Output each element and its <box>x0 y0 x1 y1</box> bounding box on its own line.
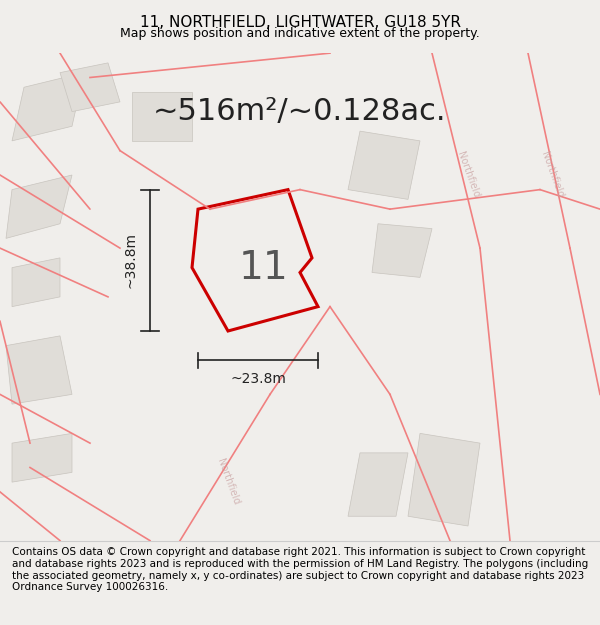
Polygon shape <box>408 433 480 526</box>
Text: Northfield: Northfield <box>455 151 481 199</box>
Polygon shape <box>12 258 60 307</box>
Polygon shape <box>6 336 72 404</box>
Polygon shape <box>372 224 432 278</box>
Polygon shape <box>12 433 72 482</box>
Text: Northfield: Northfield <box>215 458 241 507</box>
Text: Contains OS data © Crown copyright and database right 2021. This information is : Contains OS data © Crown copyright and d… <box>12 548 588 592</box>
Text: ~23.8m: ~23.8m <box>230 372 286 386</box>
Polygon shape <box>6 175 72 238</box>
Polygon shape <box>348 453 408 516</box>
Text: Northfield: Northfield <box>539 151 565 199</box>
Text: Map shows position and indicative extent of the property.: Map shows position and indicative extent… <box>120 27 480 40</box>
Polygon shape <box>60 63 120 112</box>
Polygon shape <box>12 72 84 141</box>
Polygon shape <box>348 131 420 199</box>
Polygon shape <box>132 92 192 141</box>
Text: 11: 11 <box>239 249 289 287</box>
Text: 11, NORTHFIELD, LIGHTWATER, GU18 5YR: 11, NORTHFIELD, LIGHTWATER, GU18 5YR <box>139 15 461 30</box>
Text: ~516m²/~0.128ac.: ~516m²/~0.128ac. <box>153 97 447 126</box>
Text: ~38.8m: ~38.8m <box>124 232 138 288</box>
